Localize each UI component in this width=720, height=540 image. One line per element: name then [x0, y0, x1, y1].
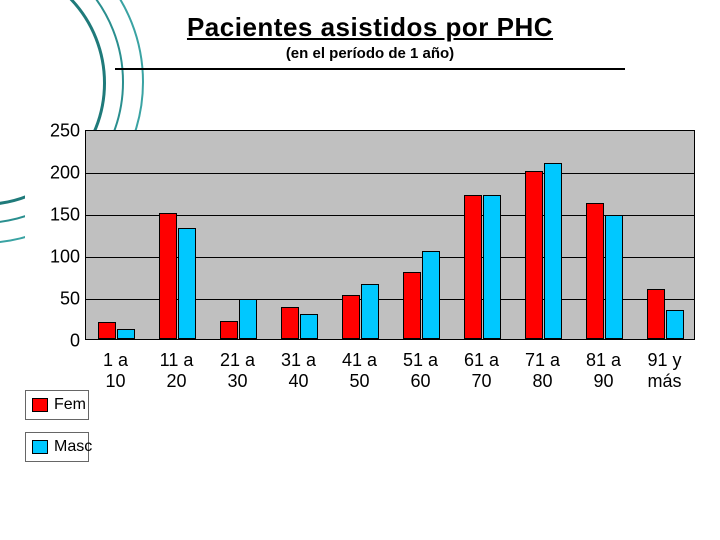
y-tick-label: 0 [70, 331, 86, 352]
bar-fem [98, 322, 117, 339]
page-title: Pacientes asistidos por PHC [115, 12, 625, 43]
bar-fem [403, 272, 422, 339]
plot-area: 050100150200250 [85, 130, 695, 340]
bar-masc [605, 215, 624, 339]
bar-fem [647, 289, 666, 339]
legend-label: Fem [54, 396, 86, 414]
x-tick-label: 31 a40 [268, 350, 329, 391]
x-tick-label: 71 a80 [512, 350, 573, 391]
y-tick-label: 100 [50, 247, 86, 268]
bar-masc [300, 314, 319, 339]
x-tick-label: 41 a50 [329, 350, 390, 391]
bar-masc [117, 329, 136, 339]
y-tick-label: 150 [50, 205, 86, 226]
bar-fem [525, 171, 544, 339]
bar-masc [666, 310, 685, 339]
bar-masc [544, 163, 563, 339]
bar-masc [178, 228, 197, 339]
bar-fem [281, 307, 300, 339]
x-tick-label: 51 a60 [390, 350, 451, 391]
x-tick-label: 11 a20 [146, 350, 207, 391]
y-tick-label: 250 [50, 121, 86, 142]
title-underline [115, 68, 625, 70]
bar-chart: 050100150200250 1 a1011 a2021 a3031 a4041… [25, 130, 705, 470]
title-block: Pacientes asistidos por PHC (en el perío… [115, 12, 625, 70]
legend-label: Masc [54, 438, 92, 456]
x-tick-label: 91 ymás [634, 350, 695, 391]
bar-masc [361, 284, 380, 339]
bar-masc [483, 195, 502, 339]
bar-fem [464, 195, 483, 339]
bar-fem [586, 203, 605, 339]
y-tick-label: 200 [50, 163, 86, 184]
bar-masc [239, 299, 258, 339]
legend-item: Masc [25, 432, 89, 462]
legend-item: Fem [25, 390, 89, 420]
legend-swatch [32, 398, 48, 412]
bar-fem [220, 321, 239, 339]
x-tick-label: 1 a10 [85, 350, 146, 391]
x-tick-label: 21 a30 [207, 350, 268, 391]
bar-masc [422, 251, 441, 339]
x-tick-label: 81 a90 [573, 350, 634, 391]
bars-layer [86, 131, 694, 339]
legend-swatch [32, 440, 48, 454]
bar-fem [159, 213, 178, 339]
bar-fem [342, 295, 361, 339]
x-tick-label: 61 a70 [451, 350, 512, 391]
page-subtitle: (en el período de 1 año) [115, 45, 625, 62]
y-tick-label: 50 [60, 289, 86, 310]
